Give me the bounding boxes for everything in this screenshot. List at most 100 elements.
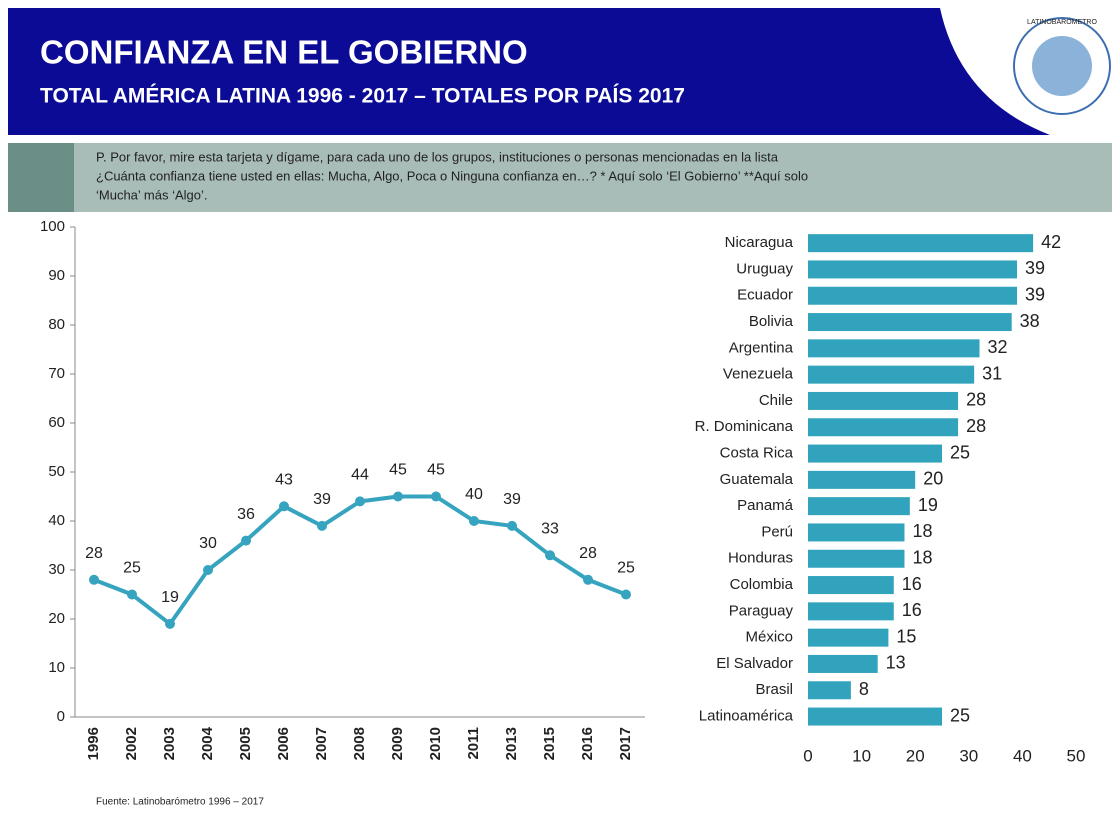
category-label: R. Dominicana	[695, 418, 794, 435]
category-label: Bolivia	[749, 313, 794, 330]
y-tick-label: 100	[40, 218, 65, 235]
x-tick-label: 2016	[579, 727, 596, 760]
data-label: 18	[912, 548, 932, 568]
bar	[808, 655, 878, 673]
data-label: 38	[1020, 311, 1040, 331]
category-label: Argentina	[729, 339, 794, 356]
data-label: 28	[966, 416, 986, 436]
category-label: México	[745, 629, 793, 646]
x-tick-label: 2010	[427, 727, 444, 760]
point	[355, 496, 365, 506]
data-label: 30	[199, 535, 217, 552]
slide: LATINOBARÓMETRO CONFIANZA EN EL GOBIERNO…	[0, 0, 1113, 815]
x-tick-label: 2002	[123, 727, 140, 760]
x-tick-label: 1996	[85, 727, 102, 760]
question-marker	[8, 143, 74, 212]
bar	[808, 629, 888, 647]
data-label: 45	[389, 462, 407, 479]
data-label: 20	[923, 469, 943, 489]
bar	[808, 445, 942, 463]
x-tick-label: 2005	[237, 727, 254, 760]
question-line: ‘Mucha’ más ‘Algo’.	[96, 187, 208, 202]
x-tick-label: 2004	[199, 726, 216, 760]
y-tick-label: 40	[48, 512, 65, 529]
y-tick-label: 30	[48, 561, 65, 578]
data-label: 16	[902, 574, 922, 594]
category-label: Paraguay	[729, 602, 794, 619]
x-tick-label: 10	[852, 746, 871, 765]
bar	[808, 392, 958, 410]
x-tick-label: 2013	[503, 727, 520, 760]
header-band	[8, 8, 1050, 135]
x-tick-label: 2007	[313, 727, 330, 760]
point	[431, 492, 441, 502]
bar	[808, 550, 904, 568]
bar	[808, 234, 1033, 252]
bar	[808, 287, 1017, 305]
point	[127, 590, 137, 600]
data-label: 44	[351, 467, 369, 484]
x-tick-label: 20	[906, 746, 925, 765]
x-tick-label: 2006	[275, 727, 292, 760]
x-tick-label: 2008	[351, 727, 368, 760]
data-label: 39	[503, 491, 521, 508]
data-label: 25	[950, 442, 970, 462]
data-label: 28	[966, 390, 986, 410]
data-label: 31	[982, 363, 1002, 383]
category-label: Guatemala	[720, 471, 794, 488]
data-label: 40	[465, 486, 483, 503]
category-label: Brasil	[755, 681, 793, 698]
y-tick-label: 20	[48, 610, 65, 627]
x-tick-label: 2015	[541, 727, 558, 760]
y-tick-label: 0	[57, 708, 65, 725]
y-tick-label: 90	[48, 267, 65, 284]
category-label: Costa Rica	[720, 445, 794, 462]
point	[393, 492, 403, 502]
question-line: ¿Cuánta confianza tiene usted en ellas: …	[96, 168, 808, 183]
point	[203, 565, 213, 575]
data-label: 16	[902, 600, 922, 620]
x-tick-label: 2003	[161, 727, 178, 760]
bar	[808, 602, 894, 620]
category-label: Panamá	[737, 497, 794, 514]
category-label: Venezuela	[723, 366, 794, 383]
point	[279, 501, 289, 511]
category-label: Colombia	[730, 576, 794, 593]
data-label: 42	[1041, 232, 1061, 252]
data-label: 45	[427, 462, 445, 479]
x-tick-label: 2011	[465, 727, 482, 760]
x-tick-label: 0	[803, 746, 812, 765]
point	[241, 536, 251, 546]
y-tick-label: 70	[48, 365, 65, 382]
data-label: 25	[950, 705, 970, 725]
y-tick-label: 10	[48, 659, 65, 676]
data-label: 25	[123, 560, 141, 577]
x-tick-label: 50	[1067, 746, 1086, 765]
category-label: Uruguay	[736, 260, 793, 277]
bar	[808, 497, 910, 515]
point	[507, 521, 517, 531]
logo-globe	[1032, 36, 1092, 96]
point	[89, 575, 99, 585]
data-label: 39	[1025, 258, 1045, 278]
x-tick-label: 30	[959, 746, 978, 765]
data-label: 15	[896, 626, 916, 646]
bar	[808, 260, 1017, 278]
point	[317, 521, 327, 531]
bar	[808, 339, 980, 357]
bar	[808, 418, 958, 436]
y-tick-label: 50	[48, 463, 65, 480]
data-label: 13	[886, 653, 906, 673]
bar	[808, 366, 974, 384]
bar	[808, 708, 942, 726]
data-label: 25	[617, 560, 635, 577]
bar	[808, 313, 1012, 331]
data-label: 28	[85, 545, 103, 562]
category-label: Latinoamérica	[699, 708, 794, 725]
y-tick-label: 60	[48, 414, 65, 431]
data-label: 39	[313, 491, 331, 508]
bar	[808, 576, 894, 594]
bar	[808, 471, 915, 489]
category-label: Perú	[761, 523, 793, 540]
data-label: 28	[579, 545, 597, 562]
